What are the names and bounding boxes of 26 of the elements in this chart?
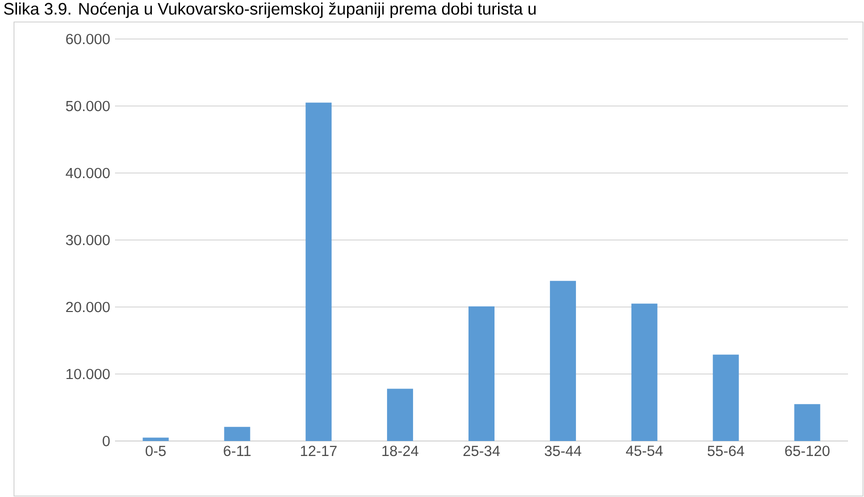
bar <box>468 306 494 441</box>
bar <box>794 404 820 441</box>
bar <box>142 438 169 441</box>
bar <box>224 426 250 441</box>
x-tick-label: 45-54 <box>626 446 663 456</box>
x-tick-label: 35-44 <box>544 446 582 456</box>
x-tick-label: 65-120 <box>785 446 830 456</box>
y-tick-label: 60.000 <box>66 34 110 44</box>
y-tick-label: 20.000 <box>66 302 110 312</box>
x-tick-label: 55-64 <box>708 446 744 456</box>
bar <box>306 102 332 441</box>
x-tick-label: 0-5 <box>146 446 166 456</box>
bar <box>712 354 739 441</box>
y-tick-label: 30.000 <box>66 234 110 246</box>
x-tick-label: 12-17 <box>300 446 337 456</box>
y-tick-label: 0 <box>102 436 110 446</box>
x-tick-label: 25-34 <box>463 446 500 456</box>
bar <box>631 304 658 441</box>
y-tick-label: 10.000 <box>66 368 110 380</box>
y-tick-label: 50.000 <box>66 100 110 112</box>
chart-title: Slika 3.9. Noćenja u Vukovarsko-srijemskoj županiji prema dobi turista u <box>4 2 536 18</box>
bar <box>550 280 576 441</box>
bar <box>387 388 414 441</box>
x-tick-label: 18-24 <box>382 446 418 456</box>
y-tick-label: 40.000 <box>66 168 110 178</box>
x-tick-label: 6-11 <box>224 446 251 456</box>
